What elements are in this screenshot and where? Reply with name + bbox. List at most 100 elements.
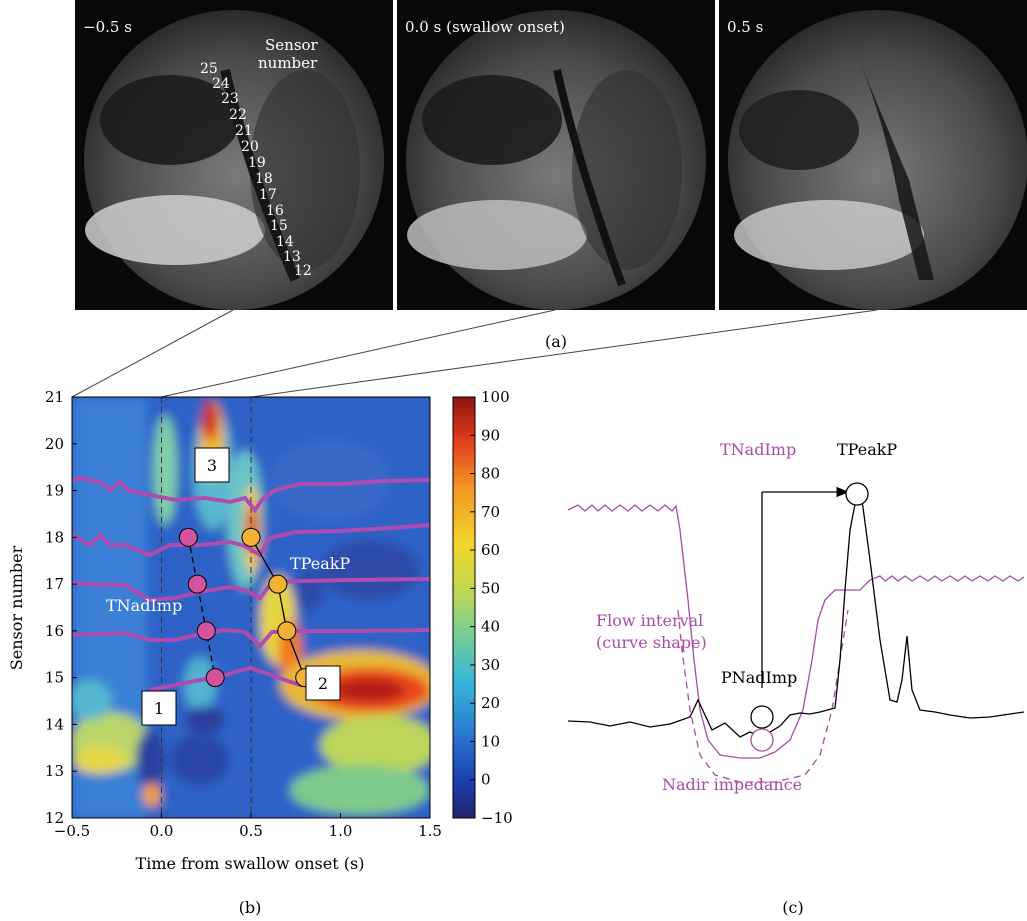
tpeakp-point <box>277 621 297 641</box>
colorbar-tick-label: 80 <box>481 465 500 483</box>
y-tick-label: 21 <box>45 388 64 406</box>
colorbar-tick-label: 90 <box>481 426 500 444</box>
sensor-number: 20 <box>241 139 259 155</box>
tnadimp-point <box>205 668 225 688</box>
sensor-number: 24 <box>212 76 230 92</box>
x-axis: −0.5 0.0 0.5 1.0 1.5 <box>54 813 442 840</box>
impedance-trace-3 <box>72 577 430 603</box>
sensor-number-label-line1: Sensor <box>265 36 318 54</box>
flow-interval-dashed-curve <box>677 609 849 783</box>
sensor-number-label-line2: number <box>258 54 318 72</box>
impedance-trace-2 <box>72 523 430 558</box>
tpeakp-schematic-label: TPeakP <box>837 440 897 459</box>
sensor-number: 18 <box>255 171 273 187</box>
tpeakp-marker <box>845 482 869 506</box>
sensor-number: 13 <box>283 249 301 265</box>
x-tick-label: 0.0 <box>150 822 174 840</box>
nadir-impedance-marker <box>750 728 774 752</box>
x-tick-label: 1.0 <box>329 822 353 840</box>
tnadimp-point <box>187 574 207 594</box>
flow-interval-label-line1: Flow interval <box>596 611 703 630</box>
colorbar-tick-label: 20 <box>481 694 500 712</box>
frame-3-time-label: 0.5 s <box>727 18 764 36</box>
x-axis-label: Time from swallow onset (s) <box>136 854 365 873</box>
tnadimp-label: TNadImp <box>106 596 182 615</box>
colorbar-gradient <box>452 396 476 819</box>
sensor-number: 19 <box>248 155 266 171</box>
impedance-trace-1 <box>72 475 430 514</box>
sensor-number: 15 <box>270 218 288 234</box>
sensor-number: 22 <box>229 107 247 123</box>
tnadimp-point <box>178 527 198 547</box>
schematic-panel: TNadImp TPeakP Flow interval (curve shap… <box>567 440 1025 794</box>
connector-line <box>250 309 878 398</box>
nadir-impedance-label: Nadir impedance <box>662 775 802 794</box>
y-tick-label: 14 <box>45 715 64 733</box>
fluoroscopy-image-2 <box>406 10 706 310</box>
x-tick-label: 1.5 <box>418 822 442 840</box>
sensor-number: 14 <box>276 234 294 250</box>
colorbar-tick-label: 50 <box>481 579 500 597</box>
tnadimp-schematic-label: TNadImp <box>720 440 796 459</box>
fluoroscopy-frame-2 <box>397 0 715 310</box>
fluoroscopy-image-1 <box>84 10 384 310</box>
tpeakp-point <box>241 527 261 547</box>
tpeakp-point <box>268 574 288 594</box>
y-tick-label: 13 <box>45 762 64 780</box>
fluoroscopy-frame-3 <box>719 0 1027 310</box>
colorbar-tick-label: 10 <box>481 732 500 750</box>
caption-b: (b) <box>239 898 262 917</box>
sensor-number: 17 <box>259 187 277 203</box>
impedance-traces <box>72 475 430 692</box>
y-tick-label: 20 <box>45 435 64 453</box>
caption-c: (c) <box>782 898 803 917</box>
impedance-schematic-curve <box>567 504 1025 759</box>
caption-a: (a) <box>545 332 568 351</box>
frame-2-time-label: 0.0 s (swallow onset) <box>405 18 565 36</box>
colorbar-tick-label: 60 <box>481 541 500 559</box>
colorbar-tick-label: 40 <box>481 618 500 636</box>
tnadimp-series <box>178 527 225 688</box>
y-tick-label: 12 <box>45 809 64 827</box>
sensor-number: 16 <box>266 203 284 219</box>
annotation-box-2: 2 <box>305 665 341 701</box>
impedance-trace-5 <box>149 665 331 692</box>
sensor-number: 12 <box>294 263 312 279</box>
annotation-box-3: 3 <box>194 447 230 483</box>
pnadimp-marker <box>750 705 774 729</box>
x-tick-label: −0.5 <box>54 822 90 840</box>
flow-interval-label-line2: (curve shape) <box>596 633 707 652</box>
sensor-number: 21 <box>235 123 253 139</box>
y-axis-label: Sensor number <box>7 545 26 670</box>
tpeakp-label: TPeakP <box>290 554 350 573</box>
y-tick-label: 16 <box>45 622 64 640</box>
pnadimp-label: PNadImp <box>721 668 797 687</box>
colorbar-tick-label: −10 <box>481 809 513 827</box>
svg-text:1: 1 <box>154 699 164 718</box>
sensor-number: 23 <box>221 91 239 107</box>
tnadimp-connector <box>187 537 216 678</box>
pressure-schematic-curve <box>567 492 1025 738</box>
y-tick-label: 18 <box>45 528 64 546</box>
tnadimp-point <box>196 621 216 641</box>
fluoroscopy-frame-1 <box>75 0 393 310</box>
fluoroscopy-image-3 <box>728 10 1027 310</box>
connector-line <box>160 309 556 398</box>
tpeakp-connector <box>250 537 306 678</box>
x-tick-label: 0.5 <box>239 822 263 840</box>
svg-text:2: 2 <box>318 674 328 693</box>
y-tick-label: 19 <box>45 482 64 500</box>
colorbar-tick-label: 30 <box>481 656 500 674</box>
annotation-box-1: 1 <box>141 690 177 726</box>
svg-text:3: 3 <box>207 456 217 475</box>
colorbar-tick-label: 70 <box>481 503 500 521</box>
y-axis: 12 13 14 15 16 17 18 19 20 21 <box>45 388 77 827</box>
y-tick-label: 17 <box>45 575 64 593</box>
colorbar-tick-label: 100 <box>481 388 510 406</box>
impedance-trace-4 <box>72 627 430 649</box>
connector-line <box>71 309 234 398</box>
